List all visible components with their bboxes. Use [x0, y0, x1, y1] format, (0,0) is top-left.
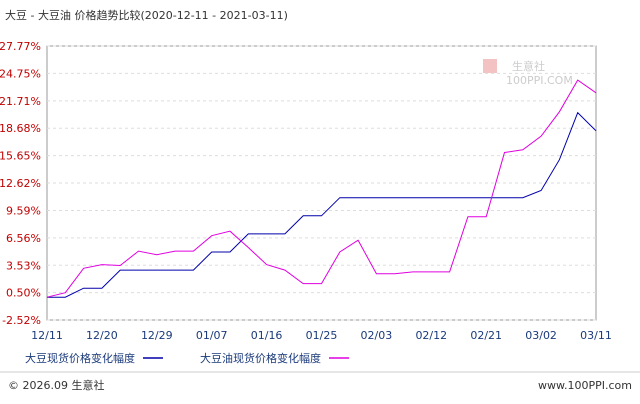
y-tick-label: 9.59% [6, 204, 41, 217]
series-line [46, 79, 597, 298]
x-tick-label: 01/25 [306, 329, 338, 342]
legend-label: 大豆现货价格变化幅度 [25, 351, 135, 365]
y-tick-label: 3.53% [6, 259, 41, 272]
x-tick-label: 01/16 [251, 329, 283, 342]
footer-right: www.100PPI.com [538, 379, 632, 392]
watermark-logo [483, 59, 497, 73]
y-tick-label: 6.56% [6, 232, 41, 245]
y-tick-label: 18.68% [0, 122, 41, 135]
x-tick-label: 02/12 [415, 329, 447, 342]
y-tick-label: 27.77% [0, 40, 41, 53]
footer-left: © 2026.09 生意社 [8, 378, 104, 392]
x-tick-label: 12/29 [141, 329, 173, 342]
x-tick-label: 02/21 [470, 329, 502, 342]
y-tick-label: 24.75% [0, 67, 41, 80]
x-tick-label: 03/02 [525, 329, 557, 342]
watermark-name: 生意社 [512, 59, 545, 73]
y-tick-label: 21.71% [0, 95, 41, 108]
legend-label: 大豆油现货价格变化幅度 [200, 351, 321, 365]
x-tick-label: 12/20 [86, 329, 118, 342]
x-tick-label: 12/11 [31, 329, 63, 342]
y-tick-label: 15.65% [0, 150, 41, 163]
y-tick-label: -2.52% [2, 314, 41, 327]
y-tick-label: 12.62% [0, 177, 41, 190]
watermark-site: 100PPI.COM [506, 74, 573, 87]
series-line [47, 111, 597, 298]
x-tick-label: 01/07 [196, 329, 228, 342]
x-tick-label: 02/03 [361, 329, 393, 342]
chart-title: 大豆 - 大豆油 价格趋势比较(2020-12-11 - 2021-03-11) [5, 8, 288, 22]
x-tick-label: 03/11 [580, 329, 612, 342]
y-tick-label: 0.50% [6, 287, 41, 300]
